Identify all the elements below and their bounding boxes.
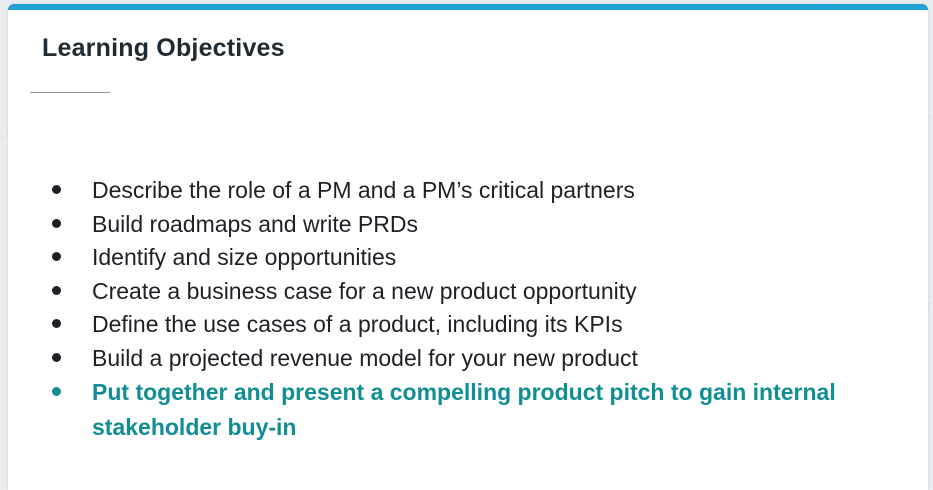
objective-text: Build a projected revenue model for your… [92,344,638,371]
bullet-icon [52,185,61,194]
bullet-icon [52,387,61,396]
objective-item: Build a projected revenue model for your… [48,342,908,376]
slide: Learning Objectives Describe the role of… [8,4,928,490]
bullet-icon [52,252,61,261]
objective-text: Define the use cases of a product, inclu… [92,311,623,337]
objective-text: Create a business case for a new product… [92,277,637,304]
title-underline-divider [30,92,110,93]
objective-text: Put together and present a compelling pr… [92,379,836,440]
objective-item: Build roadmaps and write PRDs [48,208,908,242]
objective-item: Create a business case for a new product… [48,275,908,309]
bullet-icon [52,285,61,295]
objective-item: Describe the role of a PM and a PM’s cri… [48,174,908,208]
bullet-icon [52,218,61,228]
objective-item-highlighted: Put together and present a compelling pr… [48,375,908,445]
objective-item: Define the use cases of a product, inclu… [48,308,908,342]
bullet-icon [52,352,61,362]
objective-text: Identify and size opportunities [92,244,397,270]
objectives-list: Describe the role of a PM and a PM’s cri… [48,174,908,445]
objective-text: Build roadmaps and write PRDs [92,210,418,237]
slide-accent-bar [8,4,928,10]
bullet-icon [52,319,61,328]
slide-title: Learning Objectives [42,34,285,62]
objective-text: Describe the role of a PM and a PM’s cri… [92,177,635,203]
objective-item: Identify and size opportunities [48,241,908,275]
